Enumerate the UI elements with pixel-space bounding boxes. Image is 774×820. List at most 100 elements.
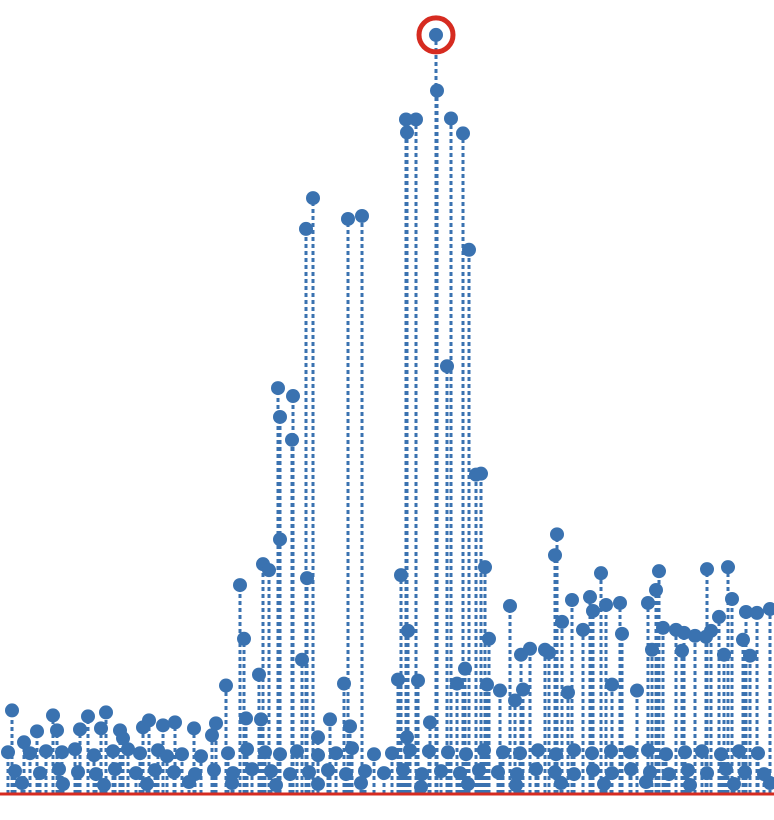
data-point [529, 762, 543, 777]
data-point [46, 708, 60, 723]
data-point [1, 745, 15, 760]
data-point [94, 721, 108, 736]
data-point [550, 527, 564, 542]
data-point [554, 776, 568, 791]
data-point [299, 221, 313, 236]
data-point [290, 744, 304, 759]
data-point [329, 746, 343, 761]
data-point [225, 776, 239, 791]
data-point [659, 747, 673, 762]
data-point [652, 564, 666, 579]
data-point [594, 566, 608, 581]
data-point [414, 780, 428, 795]
data-point [245, 762, 259, 777]
data-point [430, 83, 444, 98]
data-point [273, 747, 287, 762]
data-point [605, 766, 619, 781]
data-point [763, 601, 774, 616]
data-point [311, 777, 325, 792]
data-point [399, 112, 413, 127]
data-point [311, 748, 325, 763]
data-point [367, 747, 381, 762]
data-point [311, 730, 325, 745]
data-point [597, 777, 611, 792]
data-point [763, 776, 774, 791]
data-point [411, 673, 425, 688]
data-point [355, 208, 369, 223]
data-point [538, 642, 552, 657]
data-point [683, 778, 697, 793]
data-point [233, 578, 247, 593]
data-point [50, 723, 64, 738]
data-point [751, 746, 765, 761]
data-point [286, 389, 300, 404]
data-point [736, 632, 750, 647]
data-point [68, 742, 82, 757]
data-point [743, 648, 757, 663]
data-point [273, 409, 287, 424]
data-point [508, 693, 522, 708]
data-point [548, 548, 562, 563]
data-point [605, 677, 619, 692]
data-point [271, 381, 285, 396]
data-point [129, 766, 143, 781]
data-point [523, 641, 537, 656]
data-point [719, 762, 733, 777]
data-point [345, 741, 359, 756]
data-point [509, 778, 523, 793]
data-point [167, 765, 181, 780]
data-point [613, 595, 627, 610]
data-point [295, 652, 309, 667]
data-point [205, 728, 219, 743]
data-point [254, 712, 268, 727]
data-point [725, 592, 739, 607]
data-point [400, 730, 414, 745]
data-point [645, 642, 659, 657]
data-point [52, 762, 66, 777]
data-point [302, 765, 316, 780]
data-point [681, 763, 695, 778]
data-point [56, 777, 70, 792]
data-point [148, 763, 162, 778]
data-point [403, 743, 417, 758]
data-point [717, 647, 731, 662]
data-point [17, 735, 31, 750]
data-point [649, 583, 663, 598]
data-point [429, 27, 443, 42]
data-point [207, 763, 221, 778]
data-point [474, 466, 488, 481]
data-point [583, 590, 597, 605]
data-point [712, 609, 726, 624]
data-point [510, 767, 524, 782]
data-point [441, 745, 455, 760]
data-point [175, 747, 189, 762]
data-point [695, 744, 709, 759]
data-point [549, 747, 563, 762]
data-point [285, 432, 299, 447]
data-point [688, 628, 702, 643]
data-point [727, 777, 741, 792]
data-point [391, 672, 405, 687]
data-point [458, 661, 472, 676]
points-layer [1, 27, 774, 795]
data-point [675, 643, 689, 658]
data-point [116, 731, 130, 746]
data-point [358, 764, 372, 779]
data-point [656, 620, 670, 635]
data-point [30, 724, 44, 739]
data-point [182, 775, 196, 790]
data-point [415, 767, 429, 782]
data-point [221, 746, 235, 761]
data-point [461, 777, 475, 792]
data-point [55, 745, 69, 760]
data-point [496, 745, 510, 760]
data-point [156, 718, 170, 733]
data-point [409, 112, 423, 127]
data-point [89, 767, 103, 782]
data-point [491, 765, 505, 780]
data-point [99, 705, 113, 720]
data-point [264, 764, 278, 779]
data-point [623, 745, 637, 760]
